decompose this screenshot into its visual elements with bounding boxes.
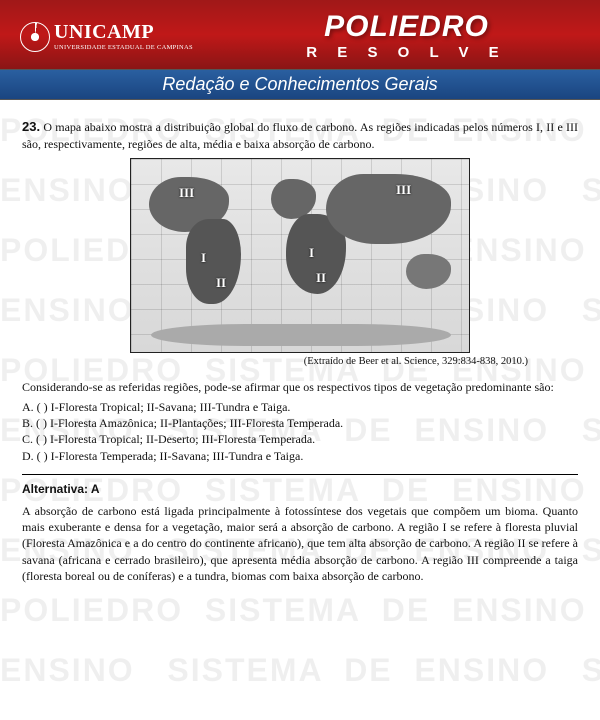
region-label-2: II [216,274,226,292]
region-label-3: III [179,184,194,202]
divider [22,474,578,475]
poliedro-block: POLIEDRO R E S O L V E [233,10,580,61]
unicamp-text: UNICAMP UNIVERSIDADE ESTADUAL DE CAMPINA… [54,21,193,51]
header-bar: UNICAMP UNIVERSIDADE ESTADUAL DE CAMPINA… [0,0,600,69]
answer-explanation: A absorção de carbono está ligada princi… [22,503,578,584]
map-landmass [151,324,451,346]
option-c: C. ( ) I-Floresta Tropical; II-Deserto; … [22,431,578,447]
region-label-3b: III [396,181,411,199]
question-prompt: 23. O mapa abaixo mostra a distribuição … [22,118,578,152]
region-label-1: I [201,249,206,267]
subheader: Redação e Conhecimentos Gerais [0,69,600,100]
unicamp-title: UNICAMP [54,21,193,44]
question-subprompt: Considerando-se as referidas regiões, po… [22,379,578,395]
unicamp-block: UNICAMP UNIVERSIDADE ESTADUAL DE CAMPINA… [20,21,193,51]
figure-caption: (Extraído de Beer et al. Science, 329:83… [22,355,578,369]
question-number: 23. [22,119,40,134]
unicamp-subtitle: UNIVERSIDADE ESTADUAL DE CAMPINAS [54,44,193,51]
question-prompt-text: O mapa abaixo mostra a distribuição glob… [22,120,578,151]
content-area: POLIEDRO SISTEMA DE ENSINO POLIEDRO SIST… [0,100,600,710]
world-map-figure: I II III III I II [130,158,470,353]
answer-label: Alternativa: A [22,481,578,497]
option-b: B. ( ) I-Floresta Amazônica; II-Plantaçõ… [22,415,578,431]
option-a: A. ( ) I-Floresta Tropical; II-Savana; I… [22,399,578,415]
poliedro-subtitle: R E S O L V E [233,44,580,61]
option-d: D. ( ) I-Floresta Temperada; II-Savana; … [22,448,578,464]
region-label-2b: II [316,269,326,287]
poliedro-title: POLIEDRO [233,10,580,44]
unicamp-logo-icon [20,22,48,50]
region-label-1b: I [309,244,314,262]
